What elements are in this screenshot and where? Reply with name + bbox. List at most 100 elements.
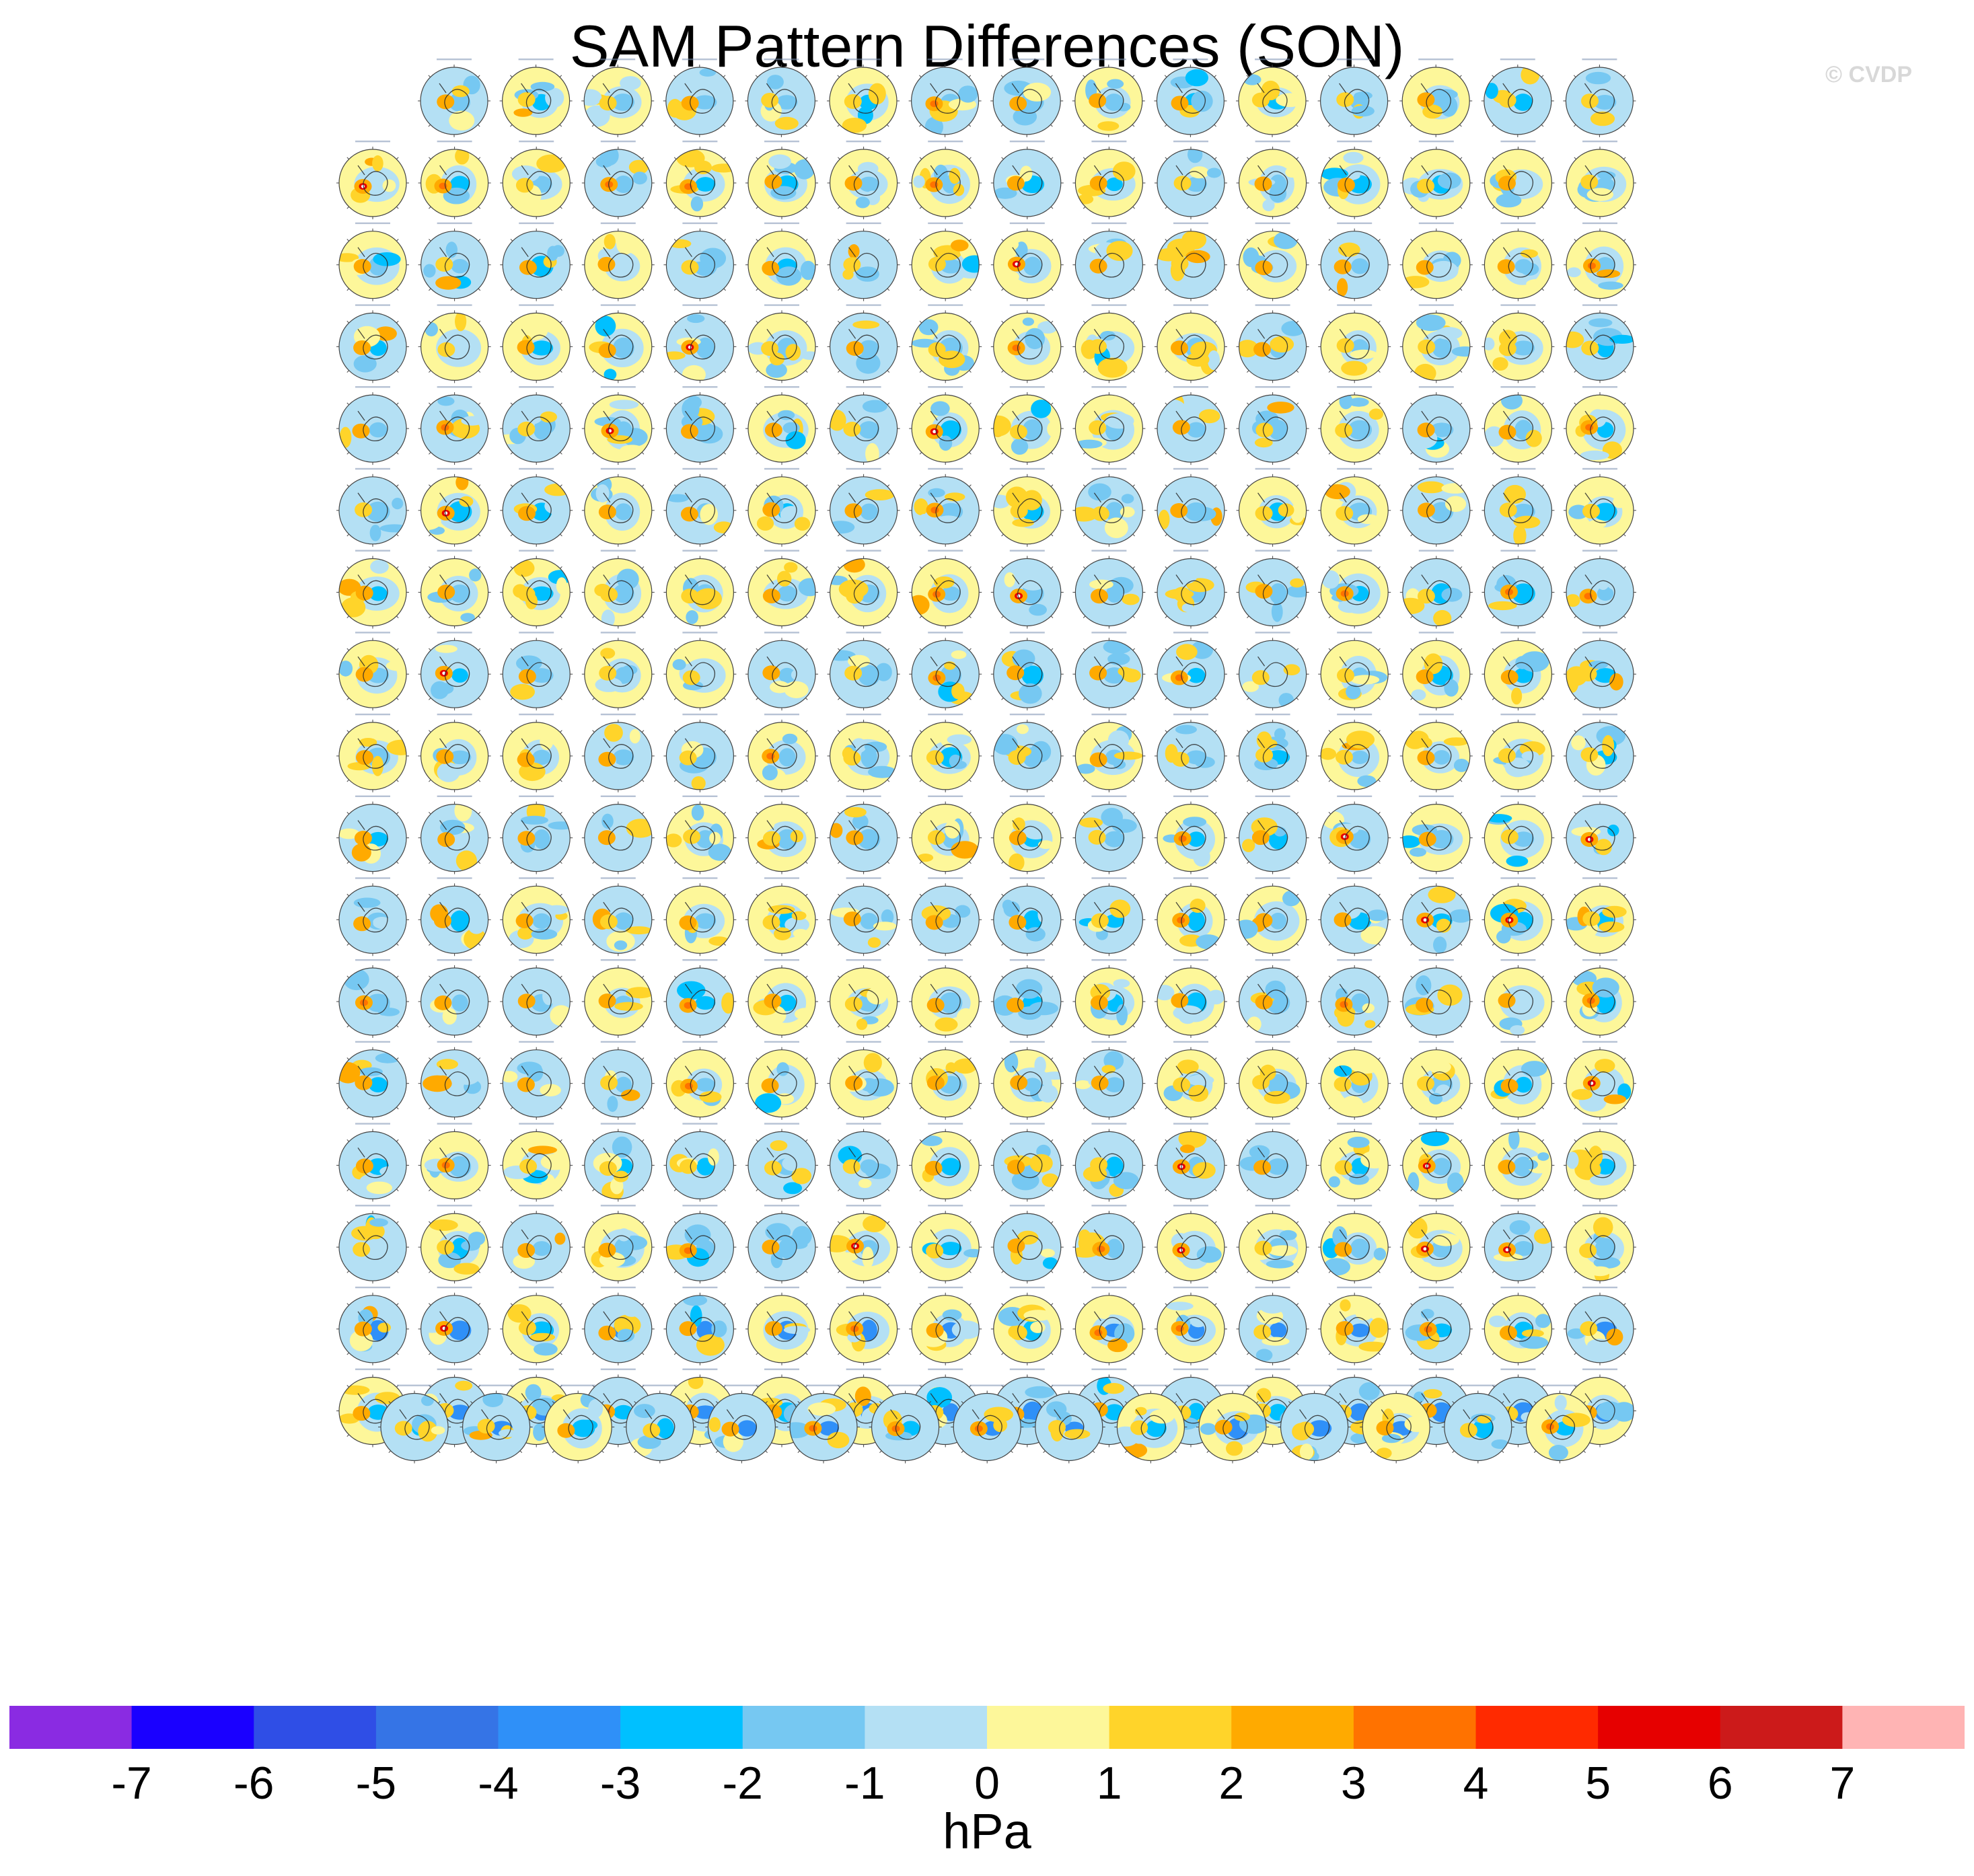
sam-panel xyxy=(1236,795,1309,874)
sam-panel xyxy=(418,877,491,956)
sam-panel xyxy=(1318,304,1391,383)
sam-panel xyxy=(1155,1041,1227,1120)
sam-panel xyxy=(418,386,491,465)
sam-panel xyxy=(418,713,491,792)
colorbar-tick-label: 2 xyxy=(1218,1758,1244,1807)
sam-panel xyxy=(909,141,982,219)
sam-panel xyxy=(418,467,491,547)
sam-panel xyxy=(418,222,491,301)
sam-panel xyxy=(827,795,900,874)
sam-panel xyxy=(990,386,1064,465)
sam-panel xyxy=(1399,550,1473,629)
sam-panel xyxy=(1236,1286,1309,1365)
sam-panel xyxy=(1072,304,1146,383)
sam-panel xyxy=(336,304,409,383)
sam-panel xyxy=(1318,141,1391,219)
sam-panel xyxy=(663,1205,737,1284)
sam-panel xyxy=(336,550,409,629)
sam-panel xyxy=(1072,386,1146,465)
sam-panel xyxy=(1399,59,1473,137)
colorbar-segment xyxy=(1353,1706,1477,1749)
sam-panel xyxy=(827,1123,900,1202)
sam-panel xyxy=(1155,877,1227,956)
sam-panel xyxy=(1155,1123,1227,1202)
sam-panel xyxy=(1072,467,1146,547)
sam-panel xyxy=(1236,304,1309,383)
sam-panel xyxy=(663,304,737,383)
sam-panel xyxy=(663,959,737,1038)
sam-panel xyxy=(663,1286,737,1365)
sam-panel xyxy=(623,1384,696,1464)
sam-panel xyxy=(745,959,818,1038)
sam-panel xyxy=(745,222,818,301)
sam-panel xyxy=(500,632,573,711)
colorbar-segment xyxy=(742,1706,865,1749)
sam-panel xyxy=(1072,1041,1146,1120)
sam-panel xyxy=(745,304,818,383)
sam-panel xyxy=(663,222,737,301)
sam-panel xyxy=(990,632,1064,711)
sam-panel xyxy=(1154,59,1227,137)
sam-panel xyxy=(827,1286,900,1365)
sam-panel xyxy=(990,1205,1064,1284)
colorbar-segment xyxy=(1109,1706,1232,1749)
sam-panel xyxy=(1072,141,1146,219)
sam-panel xyxy=(663,877,737,956)
sam-panel xyxy=(1399,386,1473,465)
sam-panel xyxy=(990,550,1064,629)
sam-panel xyxy=(500,1123,573,1202)
sam-panel xyxy=(1318,959,1391,1038)
sam-panel xyxy=(827,1205,900,1284)
sam-panel xyxy=(909,1041,982,1120)
sam-panel xyxy=(827,141,900,219)
sam-panel xyxy=(581,877,655,956)
sam-panel xyxy=(1482,467,1555,547)
sam-panel xyxy=(909,550,982,629)
sam-panel xyxy=(581,467,655,547)
sam-panel xyxy=(1360,1384,1433,1464)
sam-panel xyxy=(336,222,409,301)
sam-panel xyxy=(1399,304,1473,383)
sam-panel xyxy=(1236,59,1309,137)
sam-panel xyxy=(500,1041,573,1120)
sam-panel xyxy=(1155,959,1227,1038)
sam-panel xyxy=(990,1041,1064,1120)
sam-panel xyxy=(1399,713,1473,792)
sam-panel xyxy=(418,632,491,711)
sam-panel xyxy=(1155,1286,1227,1365)
sam-panel xyxy=(1482,632,1555,711)
sam-panel xyxy=(418,959,491,1038)
sam-panel xyxy=(418,1123,491,1202)
sam-panel xyxy=(1564,304,1636,383)
sam-panel xyxy=(1072,222,1146,301)
sam-panel xyxy=(909,386,982,465)
sam-panel xyxy=(663,795,737,874)
sam-panel xyxy=(1318,1286,1391,1365)
sam-panel xyxy=(1564,1205,1636,1284)
sam-panel xyxy=(990,1286,1064,1365)
sam-panel xyxy=(1399,959,1473,1038)
sam-panel xyxy=(336,467,409,547)
sam-panel xyxy=(990,467,1064,547)
sam-panel xyxy=(1318,877,1391,956)
sam-panel xyxy=(827,713,900,792)
sam-panel xyxy=(542,1384,615,1464)
sam-panel xyxy=(1399,1041,1473,1120)
sam-panel xyxy=(1399,141,1473,219)
colorbar-tick-label: -3 xyxy=(600,1758,641,1807)
sam-panel xyxy=(745,795,818,874)
sam-panel xyxy=(990,877,1064,956)
sam-panel xyxy=(1236,1041,1309,1120)
sam-panel xyxy=(1482,1205,1555,1284)
sam-panel xyxy=(1072,1123,1146,1202)
sam-panel xyxy=(909,877,982,956)
sam-panel xyxy=(827,877,900,956)
colorbar-tick-label: 7 xyxy=(1829,1758,1855,1807)
sam-panel xyxy=(990,304,1064,383)
sam-panel xyxy=(745,1123,818,1202)
sam-panel xyxy=(1155,713,1227,792)
sam-panel xyxy=(1482,713,1555,792)
sam-panel xyxy=(460,1384,533,1464)
colorbar-tick-label: -6 xyxy=(233,1758,274,1807)
sam-panel xyxy=(1236,877,1309,956)
